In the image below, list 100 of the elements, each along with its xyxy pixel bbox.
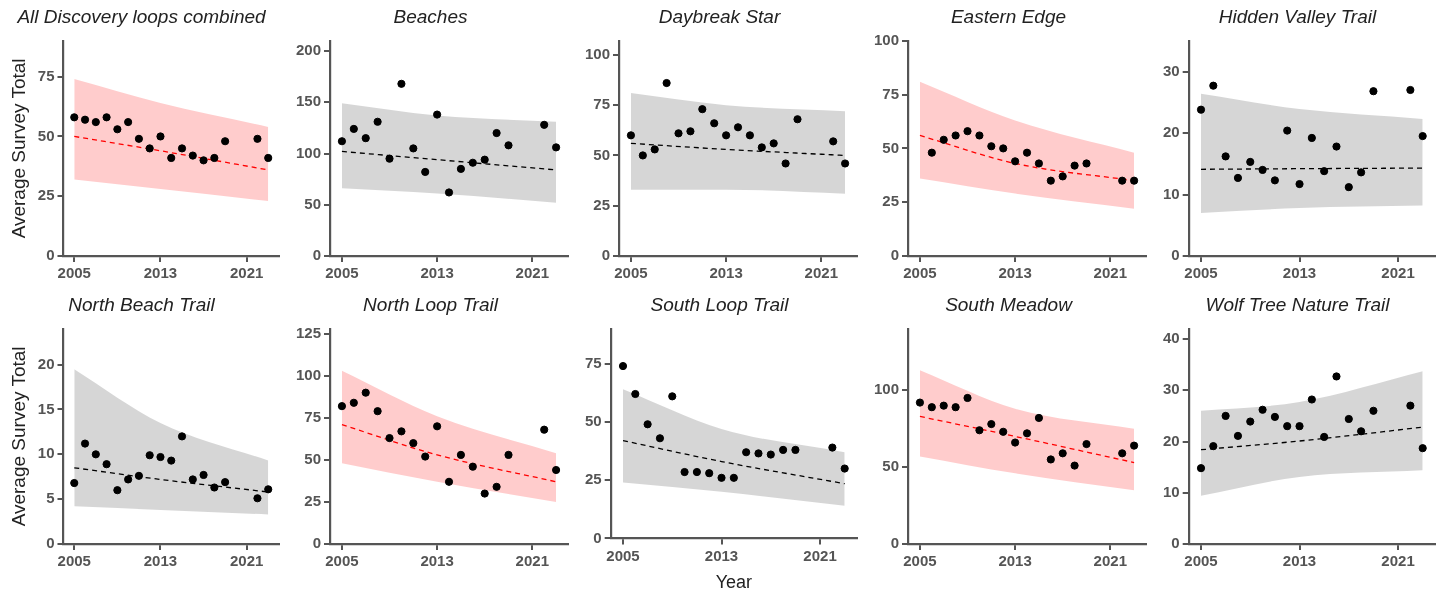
- point: [1332, 372, 1341, 381]
- point: [361, 388, 370, 397]
- y-tick-label: 100: [874, 380, 900, 398]
- x-tick-label: 2013: [143, 552, 178, 570]
- y-tick-label: 0: [593, 528, 602, 546]
- point: [337, 137, 347, 146]
- point: [253, 494, 262, 503]
- y-tick-label: 50: [593, 145, 611, 163]
- x-tick-label: 2013: [1282, 552, 1317, 570]
- point: [769, 139, 778, 148]
- point: [337, 402, 347, 411]
- point: [1118, 449, 1127, 458]
- point: [113, 486, 122, 495]
- point: [1070, 461, 1079, 470]
- x-tick-label: 2013: [704, 546, 739, 564]
- point: [1332, 142, 1341, 151]
- point: [939, 135, 948, 144]
- point: [840, 464, 849, 473]
- point: [349, 398, 358, 407]
- point: [167, 153, 176, 163]
- point: [1320, 167, 1329, 176]
- x-tick-label: 2005: [57, 552, 91, 570]
- point: [80, 115, 90, 124]
- point: [397, 79, 406, 88]
- point: [188, 151, 197, 160]
- point: [540, 120, 549, 129]
- point: [134, 471, 144, 480]
- point: [1270, 176, 1279, 185]
- x-tick-label: 2021: [229, 552, 264, 570]
- point: [951, 131, 960, 140]
- point: [1196, 105, 1206, 114]
- x-tick-label: 2005: [325, 264, 359, 282]
- y-tick-label: 25: [585, 470, 602, 488]
- y-tick-label: 0: [46, 534, 55, 552]
- point: [210, 483, 219, 492]
- y-tick-label: 25: [304, 492, 322, 510]
- y-tick-label: 0: [1171, 534, 1180, 552]
- point: [264, 153, 273, 163]
- point: [1011, 157, 1020, 166]
- y-axis-title: Average Survey Total: [7, 58, 29, 239]
- y-tick-label: 25: [882, 192, 900, 210]
- y-tick-label: 10: [37, 444, 55, 462]
- point: [1369, 87, 1378, 96]
- y-tick-label: 50: [304, 194, 322, 212]
- x-tick-label: 2013: [420, 552, 454, 570]
- point: [915, 398, 925, 407]
- y-tick-label: 5: [46, 489, 55, 507]
- y-tick-label: 100: [585, 45, 611, 63]
- point: [1011, 438, 1020, 447]
- point: [1209, 81, 1218, 90]
- point: [1246, 417, 1255, 426]
- point: [199, 156, 208, 165]
- point: [210, 153, 219, 163]
- point: [781, 159, 790, 168]
- point: [1233, 431, 1243, 440]
- point: [999, 144, 1008, 153]
- point: [1295, 422, 1304, 431]
- point: [221, 478, 230, 487]
- point: [468, 158, 477, 167]
- point: [1369, 406, 1378, 415]
- x-tick-label: 2021: [803, 546, 837, 564]
- point: [951, 403, 960, 412]
- point: [468, 462, 477, 471]
- point: [1082, 439, 1091, 449]
- x-tick-label: 2005: [325, 552, 359, 570]
- chart-title: Hidden Valley Trail: [1218, 5, 1377, 27]
- point: [1058, 172, 1067, 181]
- point: [102, 460, 111, 469]
- point: [1196, 464, 1206, 473]
- point: [70, 113, 79, 122]
- point: [264, 485, 273, 494]
- y-tick-label: 0: [890, 534, 900, 552]
- point: [638, 151, 647, 160]
- y-tick-label: 15: [37, 399, 55, 417]
- x-tick-label: 2021: [1381, 264, 1415, 282]
- point: [156, 452, 165, 462]
- point: [1246, 157, 1255, 167]
- point: [113, 125, 122, 134]
- x-tick-label: 2013: [420, 264, 454, 282]
- point: [1082, 159, 1091, 168]
- point: [793, 115, 802, 124]
- point: [1270, 412, 1279, 422]
- y-tick-label: 0: [1171, 246, 1180, 264]
- y-tick-label: 50: [882, 457, 900, 475]
- y-tick-label: 125: [296, 323, 322, 341]
- point: [145, 451, 154, 460]
- x-tick-label: 2013: [998, 264, 1032, 282]
- x-tick-label: 2005: [903, 552, 937, 570]
- point: [698, 105, 707, 114]
- point: [680, 467, 689, 477]
- point: [253, 134, 262, 143]
- point: [421, 167, 430, 177]
- x-tick-label: 2013: [998, 552, 1032, 570]
- point: [674, 129, 683, 138]
- point: [1307, 395, 1316, 404]
- point: [1130, 441, 1139, 450]
- point: [1357, 168, 1366, 177]
- chart-title: South Loop Trail: [650, 293, 790, 315]
- point: [1406, 85, 1415, 95]
- point: [480, 155, 489, 164]
